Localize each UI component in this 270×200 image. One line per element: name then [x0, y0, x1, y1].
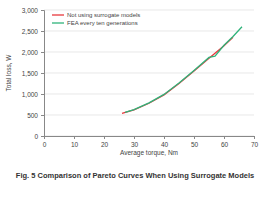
axis-line: [41, 11, 45, 137]
tick-mark: [74, 136, 75, 139]
tick: 2,000: [22, 49, 44, 56]
tick: 60: [221, 136, 229, 148]
tick-mark: [41, 94, 44, 95]
tick-label: 20: [101, 141, 109, 148]
tick-mark: [254, 136, 255, 139]
tick: 2,500: [22, 28, 44, 35]
tick-mark: [194, 136, 195, 139]
tick-label: 2,000: [22, 49, 39, 56]
tick-mark: [41, 31, 44, 32]
tick-label: 0: [34, 133, 38, 140]
tick: 50: [191, 136, 199, 148]
tick: 20: [101, 136, 109, 148]
series-line: [122, 37, 233, 113]
tick-mark: [164, 136, 165, 139]
y-axis-title: Total loss, W: [5, 54, 12, 92]
legend: Not using surrogate models FEA every ten …: [52, 12, 140, 26]
tick-label: 70: [251, 141, 259, 148]
tick-label: 50: [191, 141, 199, 148]
tick-mark: [224, 136, 225, 139]
tick: 40: [161, 136, 169, 148]
legend-label: Not using surrogate models: [67, 12, 140, 18]
legend-swatch: [52, 14, 64, 15]
series-line: [125, 27, 242, 113]
grid-line: [44, 52, 254, 53]
tick-label: 10: [71, 141, 79, 148]
tick: 500: [27, 112, 44, 119]
tick-mark: [41, 115, 44, 116]
series-group: [122, 27, 242, 114]
tick: 1,500: [22, 70, 44, 77]
grid-line: [44, 94, 254, 95]
tick-mark: [41, 73, 44, 74]
title: Fig. 5 Comparison of Pareto Curves When …: [16, 171, 254, 180]
grid-line: [44, 10, 254, 11]
tick-label: 3,000: [22, 7, 39, 14]
x-axis: 0 10 20 30 40 50 60 70: [43, 136, 259, 148]
tick: 30: [131, 136, 139, 148]
tick-label: 1,000: [22, 91, 39, 98]
tick-mark: [41, 10, 44, 11]
tick-label: 2,500: [22, 28, 39, 35]
legend-swatch: [52, 22, 64, 23]
grid: [44, 10, 254, 136]
tick-label: 0: [43, 141, 47, 148]
tick: 70: [251, 136, 259, 148]
y-axis: 0 500 1,000 1,500 2,000 2,500 3,000: [22, 7, 45, 140]
tick-label: 1,500: [22, 70, 39, 77]
tick-mark: [104, 136, 105, 139]
tick: 10: [71, 136, 79, 148]
tick-mark: [41, 136, 44, 137]
tick: 1,000: [22, 91, 44, 98]
plot: 0 10 20 30 40 50 60 70 0 500 1,000 1,500 2,000 2,500 3…: [5, 7, 258, 157]
grid-line: [44, 73, 254, 74]
tick: 3,000: [22, 7, 44, 14]
tick-label: 30: [131, 141, 139, 148]
tick-label: 500: [27, 112, 38, 119]
tick-mark: [134, 136, 135, 139]
grid-line: [44, 31, 254, 32]
legend-label: FEA every ten generations: [67, 20, 138, 26]
grid-line: [44, 115, 254, 116]
axis-line: [45, 137, 255, 140]
tick: 0: [34, 133, 44, 140]
tick-label: 40: [161, 141, 169, 148]
tick-mark: [41, 52, 44, 53]
x-axis-title: Average torque, Nm: [120, 149, 178, 157]
chart: 0 10 20 30 40 50 60 70 0 500 1,000 1,500 2,000 2,500 3…: [0, 0, 270, 200]
tick-label: 60: [221, 141, 229, 148]
tick: 0: [43, 136, 47, 148]
